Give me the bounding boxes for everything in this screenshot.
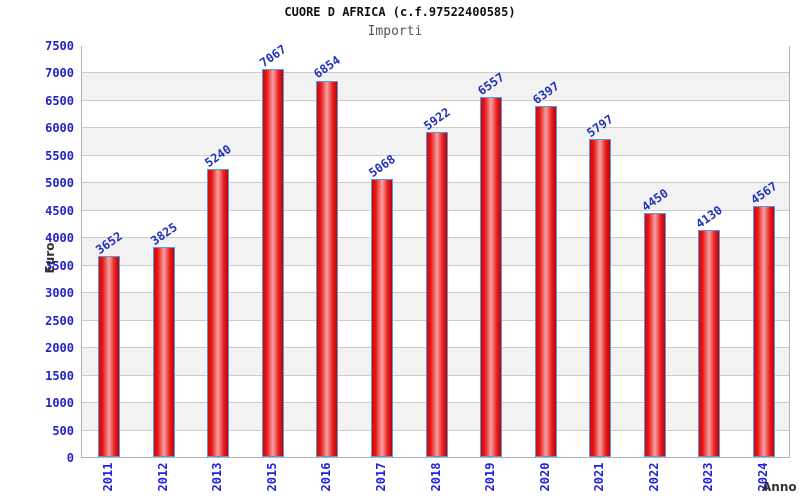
x-tick-label-2020: 2020 <box>537 462 552 492</box>
x-tick-label-2021: 2021 <box>592 462 607 492</box>
x-tick-label-2022: 2022 <box>646 462 661 492</box>
y-tick-label: 7000 <box>45 66 74 81</box>
chart-title: CUORE D AFRICA (c.f.97522400585) <box>284 5 516 19</box>
y-tick-label: 3500 <box>45 258 74 273</box>
bar-2022 <box>643 212 666 457</box>
plot-band <box>82 45 789 73</box>
bar-2021 <box>589 138 612 457</box>
plot-area <box>81 45 790 458</box>
y-tick-label: 5500 <box>45 148 74 163</box>
x-tick-label-2019: 2019 <box>483 462 498 492</box>
x-tick-label-2018: 2018 <box>428 462 443 492</box>
bar-2016 <box>316 80 339 457</box>
y-tick-label: 3000 <box>45 286 74 301</box>
gridline <box>82 127 789 129</box>
gridline <box>82 72 789 74</box>
y-tick-label: 6500 <box>45 93 74 108</box>
chart-subtitle: Importi <box>367 24 423 39</box>
x-tick-label-2011: 2011 <box>101 462 116 492</box>
y-tick-label: 500 <box>52 423 74 438</box>
y-tick-label: 4500 <box>45 203 74 218</box>
bar-2018 <box>425 131 448 457</box>
y-tick-label: 7500 <box>45 39 74 53</box>
x-axis-title: Anno <box>762 480 797 494</box>
bar-2020 <box>534 105 557 457</box>
plot-band <box>82 99 789 128</box>
bar-2013 <box>207 169 230 457</box>
x-tick-label-2023: 2023 <box>701 462 716 492</box>
x-tick-label-2012: 2012 <box>155 462 170 492</box>
gridline <box>82 99 789 101</box>
x-tick-label-2015: 2015 <box>264 462 279 492</box>
bar-2017 <box>370 178 393 457</box>
y-tick-label: 2000 <box>45 341 74 356</box>
plot-band <box>82 72 789 100</box>
bar-2019 <box>480 96 503 457</box>
x-tick-label-2016: 2016 <box>319 462 334 492</box>
x-tick-label-2017: 2017 <box>373 462 388 492</box>
y-tick-label: 2500 <box>45 313 74 328</box>
x-tick-label-2013: 2013 <box>210 462 225 492</box>
bar-2024 <box>752 206 775 457</box>
bar-2023 <box>698 230 721 457</box>
y-tick-label: 6000 <box>45 121 74 136</box>
y-tick-label: 1000 <box>45 396 74 411</box>
y-axis-title: Euro <box>43 242 57 274</box>
y-tick-label: 5000 <box>45 176 74 191</box>
y-tick-label: 0 <box>66 451 74 465</box>
y-tick-label: 1500 <box>45 368 74 383</box>
y-tick-label: 4000 <box>45 231 74 246</box>
bar-2011 <box>98 256 121 457</box>
bar-2015 <box>261 68 284 457</box>
bar-2012 <box>152 246 175 457</box>
